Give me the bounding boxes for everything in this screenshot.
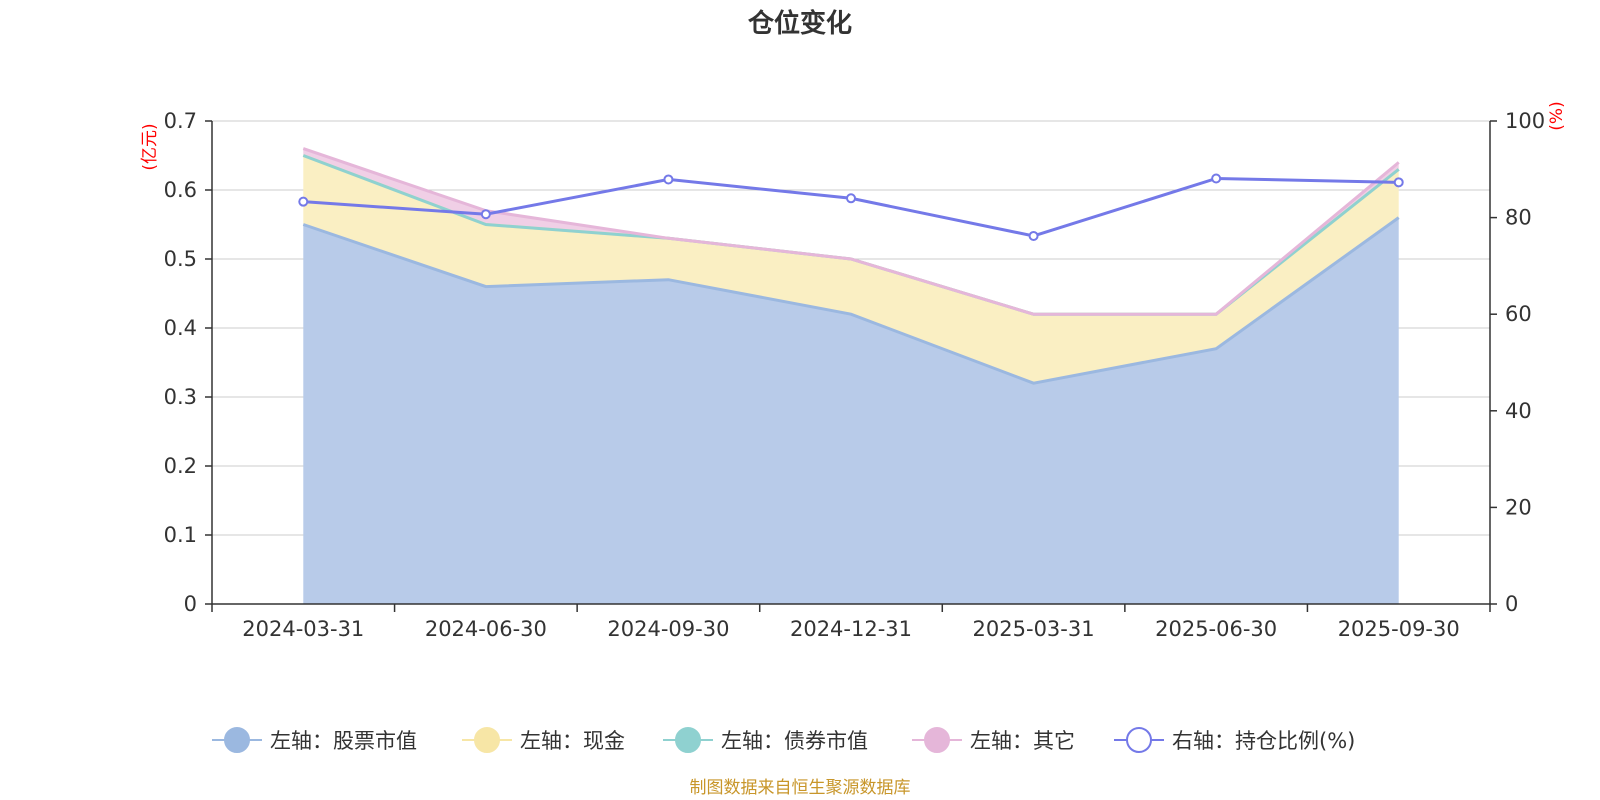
area-1: [303, 217, 1399, 604]
legend-label: 左轴：现金: [520, 729, 625, 753]
left-tick-label: 0.7: [164, 109, 197, 133]
left-tick-label: 0.2: [164, 454, 197, 478]
ratio-point: [1028, 230, 1039, 241]
legend-label: 左轴：其它: [970, 729, 1075, 753]
legend-marker: [675, 727, 701, 753]
ratio-point: [298, 196, 309, 207]
legend-item-3: 左轴：债券市值: [663, 727, 868, 753]
x-tick-label: 2025-06-30: [1155, 617, 1277, 641]
legend-item-5: 右轴：持仓比例(%): [1114, 727, 1355, 753]
legend-marker: [924, 727, 950, 753]
data-source-note: 制图数据来自恒生聚源数据库: [690, 778, 911, 798]
x-tick-label: 2024-03-31: [242, 617, 364, 641]
legend-item-1: 左轴：股票市值: [212, 727, 417, 753]
left-tick-label: 0.3: [164, 385, 197, 409]
legend-marker: [474, 727, 500, 753]
legend-item-2: 左轴：现金: [462, 727, 625, 753]
legend-item-4: 左轴：其它: [912, 727, 1075, 753]
right-axis-unit: (%): [1547, 101, 1567, 130]
ratio-point: [663, 174, 674, 185]
x-tick-label: 2024-06-30: [425, 617, 547, 641]
legend-marker: [1126, 727, 1152, 753]
chart-title: 仓位变化: [747, 8, 852, 39]
left-tick-label: 0.4: [164, 316, 197, 340]
ratio-point: [846, 193, 856, 204]
x-tick-label: 2025-09-30: [1338, 617, 1460, 641]
left-tick-label: 0.6: [164, 178, 197, 202]
ratio-point: [480, 209, 491, 220]
left-axis-unit: (亿元): [140, 123, 160, 170]
legend: 左轴：股票市值 左轴：现金 左轴：债券市值 左轴：其它 右轴：持仓比例(%): [212, 727, 1355, 753]
ratio-point: [1211, 173, 1222, 184]
area-line-1: [302, 216, 1400, 385]
legend-label: 右轴：持仓比例(%): [1172, 729, 1355, 753]
legend-label: 左轴：股票市值: [270, 729, 417, 753]
ratio-line-series: [298, 173, 1404, 241]
legend-label: 左轴：债券市值: [721, 729, 868, 753]
x-tick-label: 2024-09-30: [607, 617, 729, 641]
x-tick-label: 2024-12-31: [790, 617, 912, 641]
area-2: [303, 155, 1399, 384]
legend-marker: [224, 727, 250, 753]
right-tick-label: 100: [1505, 109, 1545, 133]
right-tick-label: 40: [1505, 399, 1532, 423]
x-tick-label: 2025-03-31: [973, 617, 1095, 641]
axes: 0 0.1 0.2 0.3 0.4 0.5 0.6 0.7 0 20 40 60 80 100 2024-0…: [164, 109, 1546, 641]
right-tick-label: 80: [1505, 206, 1532, 230]
stacked-areas: [303, 148, 1399, 604]
right-tick-label: 0: [1505, 592, 1518, 616]
ratio-point: [1393, 177, 1404, 188]
right-tick-label: 60: [1505, 302, 1532, 326]
left-tick-label: 0.1: [164, 523, 197, 547]
left-tick-label: 0: [184, 592, 197, 616]
left-tick-label: 0.5: [164, 247, 197, 271]
right-tick-label: 20: [1505, 495, 1532, 519]
